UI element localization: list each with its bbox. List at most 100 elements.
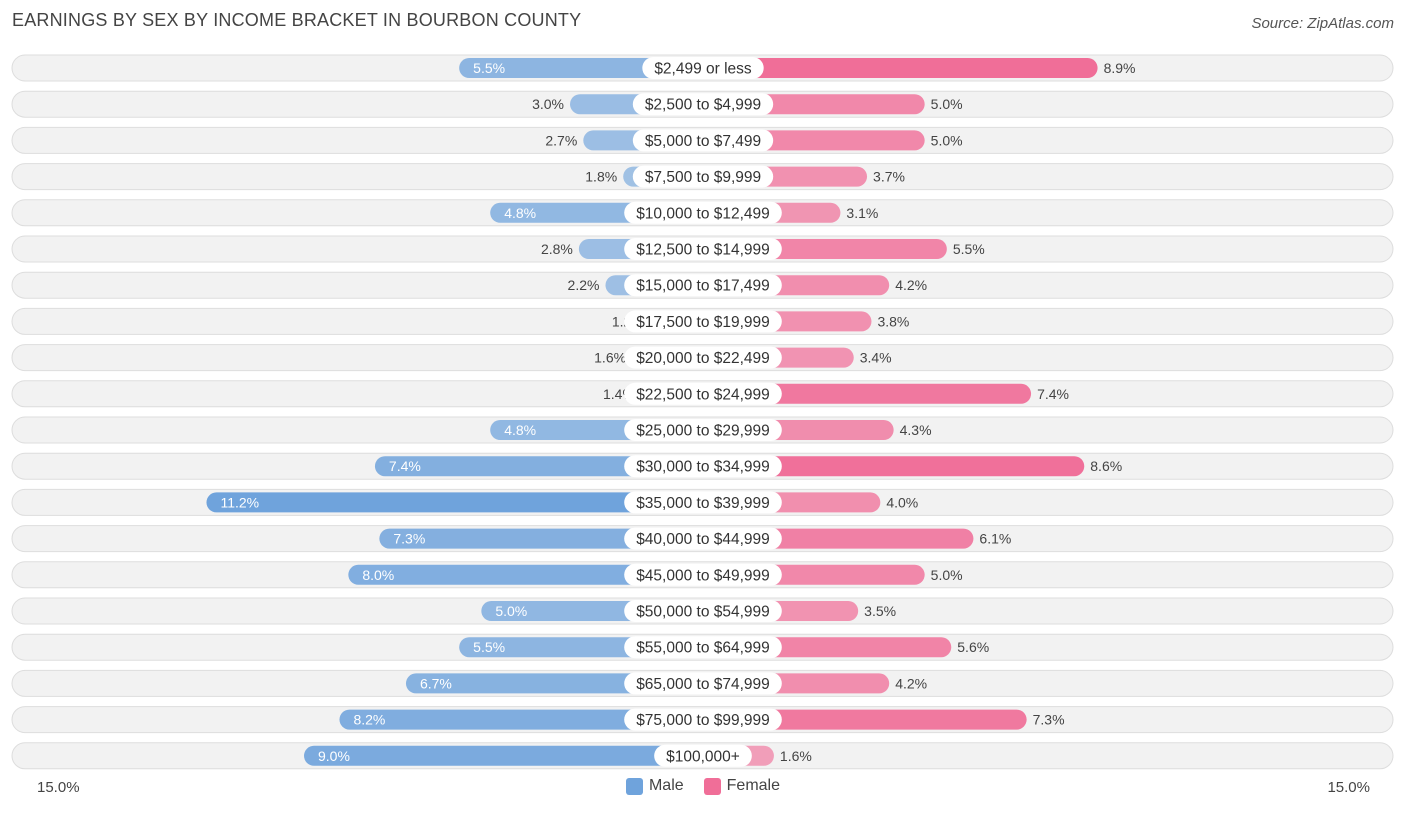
category-pill <box>632 165 774 188</box>
category-pill <box>624 419 782 441</box>
bar-female <box>703 58 1098 78</box>
bar-male <box>374 456 703 477</box>
category-label: $15,000 to $17,499 <box>636 278 770 295</box>
category-label: $30,000 to $34,999 <box>636 459 770 476</box>
legend-label-female: Female <box>726 777 781 794</box>
value-label-male: 5.5% <box>473 639 505 655</box>
category-pill <box>624 455 782 478</box>
category-pill <box>642 57 764 79</box>
category-label: $75,000 to $99,999 <box>636 712 770 729</box>
category-pill <box>624 274 782 297</box>
axis-left-label: 15.0% <box>37 779 80 796</box>
source-credit: Source: ZipAtlas.com <box>1251 15 1394 32</box>
value-label-female: 4.2% <box>895 675 927 691</box>
category-pill <box>624 600 782 622</box>
category-pill <box>624 527 782 550</box>
value-label-female: 4.3% <box>900 422 932 438</box>
value-label-female: 3.7% <box>873 169 905 185</box>
value-label-male: 7.3% <box>393 531 425 547</box>
value-label-male: 5.0% <box>495 603 527 619</box>
value-label-male: 2.7% <box>545 132 577 148</box>
category-label: $20,000 to $22,499 <box>636 350 770 367</box>
value-label-male: 9.0% <box>318 748 350 764</box>
category-label: $17,500 to $19,999 <box>636 314 770 331</box>
category-label: $65,000 to $74,999 <box>636 676 770 693</box>
value-label-female: 8.6% <box>1090 458 1122 474</box>
value-label-male: 4.8% <box>504 422 536 438</box>
value-label-female: 1.6% <box>780 748 812 764</box>
value-label-male: 1.6% <box>594 350 626 366</box>
value-label-female: 3.4% <box>860 350 892 366</box>
category-pill <box>632 93 774 116</box>
value-label-male: 2.8% <box>541 241 573 257</box>
category-pill <box>624 310 782 333</box>
value-label-female: 4.2% <box>895 277 927 293</box>
legend: Male Female <box>0 777 1406 795</box>
value-label-male: 4.8% <box>504 205 536 221</box>
value-label-female: 5.0% <box>931 132 963 148</box>
bar-female <box>703 709 1027 730</box>
value-label-male: 6.7% <box>420 675 452 691</box>
value-label-male: 8.0% <box>362 567 394 583</box>
legend-label-male: Male <box>648 777 684 794</box>
category-label: $2,499 or less <box>654 61 752 78</box>
category-label: $25,000 to $29,999 <box>636 423 770 440</box>
value-label-female: 7.3% <box>1033 712 1065 728</box>
bar-male <box>459 58 703 78</box>
bar-male <box>348 564 703 585</box>
value-label-male: 2.2% <box>568 277 600 293</box>
category-label: $5,000 to $7,499 <box>645 133 761 150</box>
category-label: $55,000 to $64,999 <box>636 640 770 657</box>
value-label-female: 5.0% <box>931 567 963 583</box>
value-label-male: 5.5% <box>473 60 505 76</box>
category-label: $45,000 to $49,999 <box>636 567 770 584</box>
value-label-male: 1.8% <box>585 169 617 185</box>
legend-item-male[interactable]: Male <box>625 777 684 795</box>
value-label-female: 6.1% <box>979 531 1011 547</box>
legend-swatch-female <box>703 777 721 795</box>
category-pill <box>624 636 782 659</box>
bar-male <box>304 745 703 766</box>
value-label-female: 3.5% <box>864 603 896 619</box>
bar-female <box>703 456 1085 477</box>
category-pill <box>624 563 782 586</box>
category-pill <box>632 129 774 152</box>
category-pill <box>624 201 782 224</box>
category-label: $40,000 to $44,999 <box>636 531 770 548</box>
category-label: $35,000 to $39,999 <box>636 495 770 512</box>
category-label: $2,500 to $4,999 <box>645 97 761 114</box>
category-label: $12,500 to $14,999 <box>636 242 770 259</box>
category-pill <box>624 238 782 260</box>
value-label-male: 8.2% <box>353 712 385 728</box>
bar-male <box>206 492 703 513</box>
value-label-female: 8.9% <box>1104 60 1136 76</box>
value-label-male: 11.2% <box>220 494 259 510</box>
category-pill <box>624 382 782 405</box>
category-label: $10,000 to $12,499 <box>636 205 770 222</box>
category-pill <box>624 346 782 369</box>
value-label-female: 7.4% <box>1037 386 1069 402</box>
category-pill <box>624 491 782 514</box>
chart-title: EARNINGS BY SEX BY INCOME BRACKET IN BOU… <box>12 10 582 30</box>
category-pill <box>624 708 782 731</box>
legend-swatch-male <box>625 777 643 795</box>
axis-right-label: 15.0% <box>1327 779 1370 796</box>
category-pill <box>654 744 752 767</box>
category-label: $50,000 to $54,999 <box>636 604 770 621</box>
category-label: $22,500 to $24,999 <box>636 386 770 403</box>
value-label-female: 3.1% <box>846 205 878 221</box>
value-label-female: 5.5% <box>953 241 985 257</box>
bar-female <box>703 383 1032 404</box>
bar-male <box>379 528 703 549</box>
value-label-male: 3.0% <box>532 96 564 112</box>
category-pill <box>624 672 782 695</box>
category-label: $7,500 to $9,999 <box>645 169 761 186</box>
value-label-female: 5.6% <box>957 639 989 655</box>
value-label-female: 5.0% <box>931 96 963 112</box>
bar-male <box>339 709 703 730</box>
category-label: $100,000+ <box>666 748 740 765</box>
legend-item-female[interactable]: Female <box>703 777 781 795</box>
value-label-female: 4.0% <box>886 494 918 510</box>
value-label-female: 3.8% <box>877 313 909 329</box>
